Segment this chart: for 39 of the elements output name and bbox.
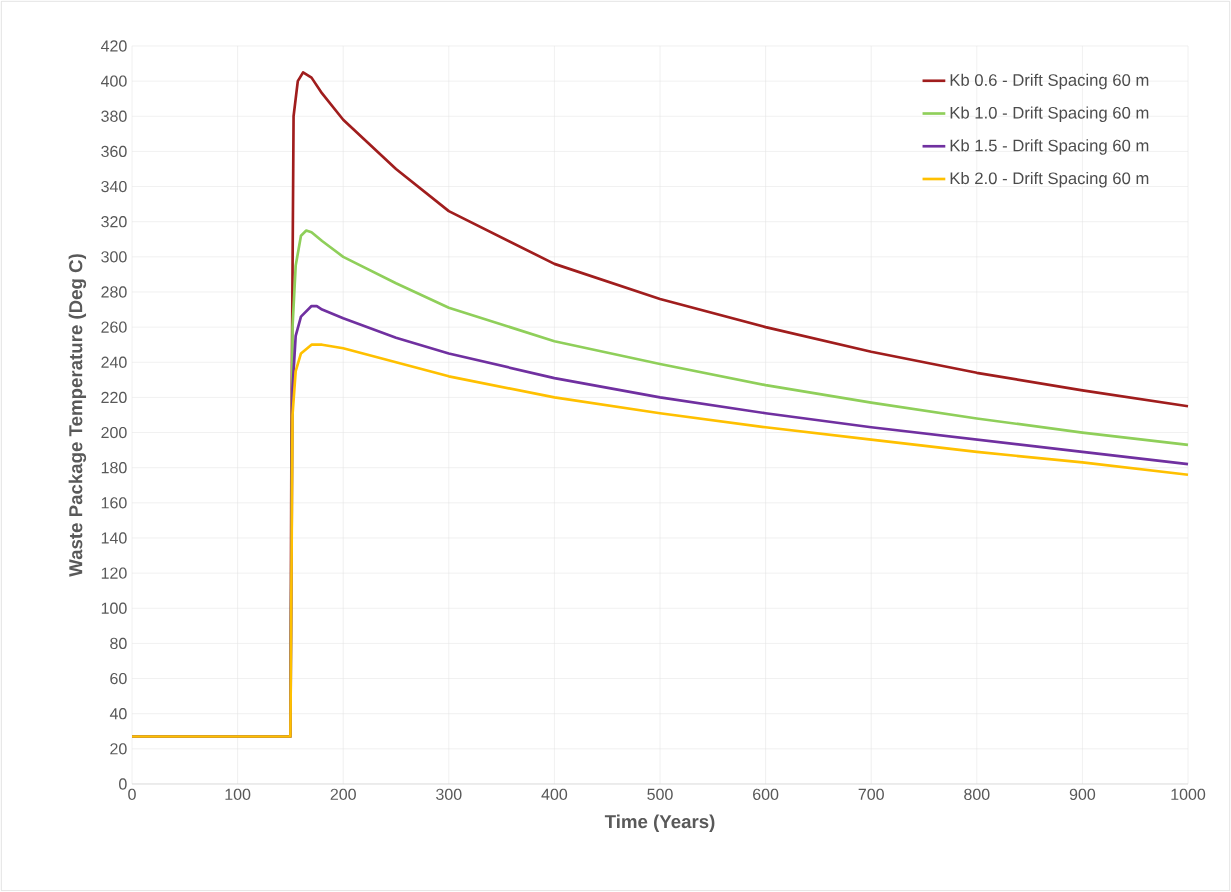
- y-tick-label: 280: [101, 286, 127, 298]
- y-tick-label: 60: [110, 672, 127, 685]
- y-tick-label: 160: [101, 497, 127, 509]
- y-tick-label: 140: [101, 532, 127, 544]
- y-tick-label: 340: [101, 180, 127, 193]
- x-tick-label: 800: [964, 788, 990, 801]
- y-tick-label: 420: [100, 40, 127, 52]
- y-tick-label: 400: [100, 75, 127, 87]
- y-tick-label: 80: [110, 637, 127, 650]
- y-tick-label: 360: [101, 145, 127, 158]
- y-tick-label: 300: [101, 251, 127, 263]
- x-tick-label: 300: [436, 788, 462, 801]
- y-tick-label: 240: [101, 356, 127, 368]
- y-axis-title: Waste Package Temperature (Deg C): [68, 254, 87, 577]
- x-tick-label: 500: [647, 788, 673, 801]
- y-tick-label: 180: [101, 462, 127, 474]
- x-tick-label: 100: [225, 788, 251, 801]
- y-tick-label: 20: [110, 743, 127, 755]
- x-tick-label: 0: [128, 788, 136, 801]
- y-tick-label: 220: [101, 391, 127, 404]
- y-tick-label: 320: [101, 216, 127, 228]
- legend-label: Kb 2.0 - Drift Spacing 60 m: [950, 171, 1149, 188]
- y-tick-label: 260: [101, 321, 127, 333]
- legend-label: Kb 0.6 - Drift Spacing 60 m: [950, 73, 1149, 90]
- legend-label: Kb 1.5 - Drift Spacing 60 m: [950, 139, 1149, 155]
- x-tick-label: 900: [1069, 788, 1096, 801]
- x-tick-label: 1000: [1171, 788, 1206, 801]
- y-tick-label: 120: [101, 567, 127, 579]
- x-tick-label: 600: [753, 788, 779, 801]
- y-tick-label: 40: [109, 708, 127, 720]
- y-tick-label: 200: [101, 426, 127, 439]
- legend-label: Kb 1.0 - Drift Spacing 60 m: [950, 106, 1149, 122]
- x-tick-label: 200: [330, 788, 356, 801]
- x-axis-title: Time (Years): [604, 814, 715, 832]
- y-tick-label: 380: [101, 110, 127, 122]
- x-tick-label: 400: [541, 788, 568, 801]
- x-tick-label: 700: [858, 788, 884, 801]
- y-tick-label: 0: [119, 778, 127, 790]
- y-tick-label: 100: [101, 602, 127, 614]
